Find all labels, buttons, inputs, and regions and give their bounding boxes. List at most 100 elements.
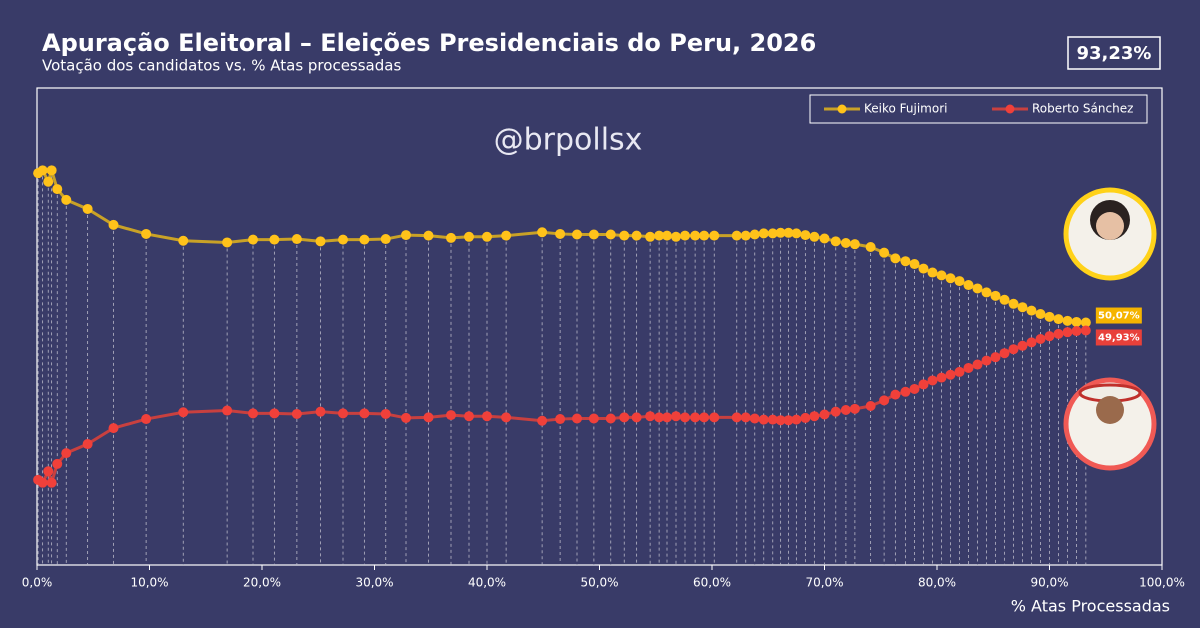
point: [909, 383, 920, 394]
point: [1080, 325, 1091, 336]
x-tick-label: 0,0%: [22, 576, 53, 590]
point: [918, 379, 929, 390]
point: [699, 230, 710, 241]
point: [269, 408, 280, 419]
point: [740, 412, 751, 423]
point: [783, 227, 794, 238]
point: [945, 369, 956, 380]
point: [927, 375, 938, 386]
x-tick-label: 50,0%: [580, 576, 618, 590]
point: [61, 194, 72, 205]
point: [572, 229, 582, 240]
chart-subtitle: Votação dos candidatos vs. % Atas proces…: [42, 57, 401, 75]
value-label: 49,93%: [1098, 332, 1140, 343]
point: [654, 230, 665, 241]
point: [359, 408, 370, 419]
point: [269, 234, 280, 245]
point: [1044, 311, 1055, 322]
point: [37, 477, 48, 488]
point: [740, 230, 751, 241]
point: [82, 203, 93, 214]
point: [401, 412, 411, 423]
point: [380, 408, 391, 419]
point: [819, 409, 830, 420]
point: [588, 413, 599, 424]
point: [936, 270, 947, 281]
photo-keiko: [1063, 187, 1157, 281]
point: [699, 412, 710, 423]
point: [809, 411, 820, 422]
legend-label: Keiko Fujimori: [864, 102, 947, 116]
point: [972, 359, 983, 370]
point: [315, 236, 326, 247]
point: [890, 253, 901, 264]
point: [990, 290, 1001, 301]
plot-layer: 50,07% 49,93%: [33, 165, 1142, 565]
point: [52, 184, 63, 195]
point: [61, 448, 72, 459]
point: [671, 231, 681, 242]
badge: 93,23%: [1077, 43, 1152, 64]
point: [537, 415, 548, 426]
point: [791, 228, 802, 239]
value-label-box: [1095, 329, 1142, 346]
point: [631, 230, 642, 241]
point: [999, 348, 1010, 359]
watermark: @brpollsx: [494, 123, 643, 158]
point: [1026, 305, 1037, 316]
point: [1017, 340, 1028, 351]
point: [645, 411, 656, 422]
x-tick-label: 20,0%: [243, 576, 281, 590]
point: [43, 176, 54, 187]
legend-box: [809, 94, 1148, 124]
point: [849, 239, 860, 250]
point: [37, 165, 48, 176]
x-axis-title: % Atas Processadas: [1011, 597, 1170, 616]
point: [108, 219, 119, 230]
chart-title: Apuração Eleitoral – Eleições Presidenci…: [42, 29, 816, 57]
point: [918, 263, 929, 274]
point: [1035, 309, 1046, 320]
point: [954, 366, 965, 377]
point: [709, 412, 720, 423]
point: [482, 231, 492, 242]
point: [645, 231, 656, 242]
point: [849, 403, 860, 414]
point: [141, 228, 152, 239]
point: [865, 401, 876, 411]
x-tick-label: 60,0%: [693, 576, 731, 590]
point: [380, 234, 391, 245]
point: [830, 236, 841, 247]
point: [291, 408, 302, 419]
point: [783, 415, 794, 426]
point: [178, 235, 189, 246]
x-tick-label: 90,0%: [1030, 576, 1068, 590]
point: [501, 230, 512, 241]
point: [758, 414, 769, 425]
point: [178, 407, 189, 418]
point: [1017, 302, 1028, 313]
legend-marker: [1005, 104, 1015, 114]
point: [501, 412, 512, 423]
point: [82, 439, 93, 450]
point: [1071, 326, 1082, 337]
point: [588, 229, 599, 240]
legend-label: Roberto Sánchez: [1032, 102, 1133, 116]
point: [690, 412, 701, 423]
point: [800, 412, 811, 423]
point: [464, 411, 474, 422]
point: [338, 408, 348, 419]
point: [1035, 333, 1046, 344]
point: [222, 237, 233, 248]
point: [423, 230, 434, 241]
x-tick-label: 40,0%: [468, 576, 506, 590]
point: [749, 413, 760, 424]
point: [619, 230, 630, 241]
point: [767, 414, 778, 425]
point: [1071, 316, 1082, 327]
point: [43, 466, 54, 477]
point: [555, 228, 566, 239]
point: [731, 230, 742, 241]
point: [446, 410, 456, 421]
